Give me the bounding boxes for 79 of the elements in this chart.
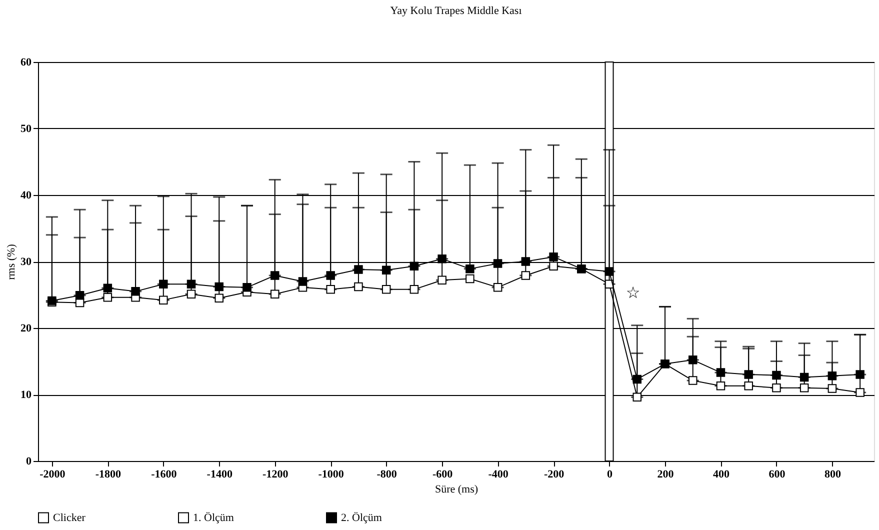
point [856, 388, 864, 397]
point [716, 368, 726, 377]
point [549, 262, 558, 271]
point [186, 280, 196, 288]
point [214, 282, 224, 292]
point [772, 383, 781, 392]
point [493, 259, 502, 268]
point [688, 356, 698, 364]
point [632, 392, 642, 402]
x-tick-label: -600 [432, 468, 454, 480]
x-tick-label: 600 [768, 468, 786, 480]
y-tick-label: 0 [26, 456, 32, 468]
y-tick-label: 10 [20, 389, 32, 401]
point [438, 254, 446, 264]
point [382, 266, 391, 275]
y-tick-label: 20 [20, 322, 32, 334]
x-tick-label: -1200 [262, 468, 289, 480]
x-tick-label: -400 [488, 468, 509, 480]
point [242, 283, 252, 292]
point [744, 370, 753, 379]
point [772, 370, 781, 380]
point [410, 285, 419, 294]
x-tick-label: 400 [712, 468, 730, 480]
point [159, 296, 168, 304]
point [744, 381, 753, 390]
point [270, 271, 280, 280]
legend-label: Clicker [53, 512, 86, 524]
y-tick-label: 60 [20, 56, 32, 68]
point [466, 264, 474, 274]
x-tick-label: -1000 [318, 468, 344, 480]
point [326, 285, 335, 294]
x-tick-label: -1400 [206, 468, 233, 480]
point [604, 267, 614, 276]
x-axis-title: Süre (ms) [434, 484, 478, 496]
point [828, 384, 837, 393]
point [466, 274, 474, 284]
point [438, 276, 446, 284]
x-tick-label: -800 [376, 468, 398, 480]
point [382, 285, 391, 294]
chart-title: Yay Kolu Trapes Middle Kası [390, 5, 522, 17]
point [103, 284, 112, 292]
point [800, 383, 809, 392]
point [716, 381, 726, 390]
x-tick-label: 0 [607, 468, 614, 480]
point [856, 370, 864, 379]
point [186, 290, 196, 298]
legend-label: 2. Ölçüm [341, 512, 382, 524]
point [159, 280, 168, 288]
point [604, 280, 614, 288]
y-axis-title: rms (%) [6, 244, 18, 280]
point [828, 372, 837, 380]
point [521, 257, 530, 266]
point [521, 271, 530, 280]
point [75, 291, 84, 300]
y-tick-label: 50 [20, 123, 32, 135]
point [354, 265, 363, 274]
x-tick-label: -1800 [95, 468, 122, 480]
legend-label: 1. Ölçüm [193, 512, 234, 524]
point [326, 271, 335, 280]
x-tick-label: -200 [544, 468, 565, 480]
point [103, 293, 112, 302]
point [800, 372, 809, 382]
x-tick-label: -1600 [151, 468, 178, 480]
point [131, 287, 140, 296]
point [354, 282, 363, 292]
x-tick-label: 800 [824, 468, 842, 480]
point [632, 374, 642, 384]
point [298, 277, 308, 286]
annotation: ☆ [626, 283, 640, 302]
point [270, 290, 280, 298]
x-tick-label: 200 [657, 468, 674, 480]
y-tick-label: 30 [20, 256, 32, 268]
point [549, 252, 558, 262]
x-tick-label: -2000 [40, 468, 66, 480]
point [410, 262, 419, 271]
point [688, 376, 698, 385]
point [214, 294, 224, 302]
y-tick-label: 40 [20, 190, 32, 202]
point [493, 283, 502, 292]
